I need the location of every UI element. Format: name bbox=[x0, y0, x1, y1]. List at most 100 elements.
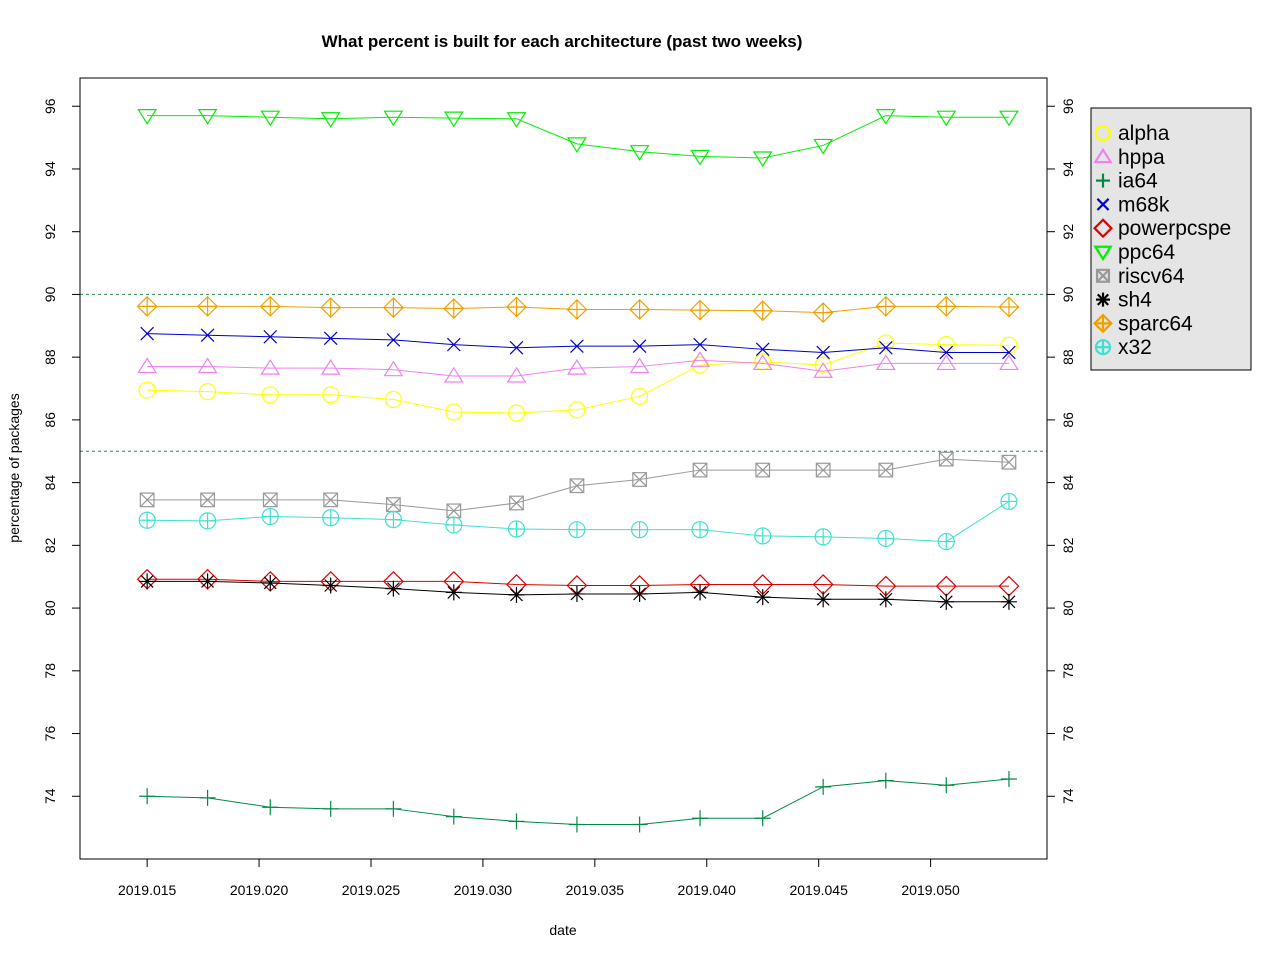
data-point bbox=[691, 521, 709, 539]
data-point bbox=[323, 331, 338, 346]
data-point bbox=[999, 354, 1019, 371]
data-point bbox=[506, 366, 527, 383]
data-point bbox=[877, 529, 895, 548]
series-sh4 bbox=[139, 573, 1017, 610]
y-tick-label-left: 80 bbox=[42, 600, 58, 616]
data-point bbox=[138, 511, 156, 529]
data-point bbox=[877, 772, 894, 789]
y-tick-label-left: 92 bbox=[42, 224, 58, 240]
legend-item-riscv64: riscv64 bbox=[1095, 265, 1185, 288]
data-point bbox=[507, 520, 526, 538]
data-point bbox=[506, 296, 527, 318]
data-point bbox=[567, 137, 587, 153]
data-point bbox=[199, 789, 216, 806]
y-tick-label-right: 76 bbox=[1060, 726, 1076, 742]
y-tick-label-right: 84 bbox=[1060, 475, 1076, 491]
data-point bbox=[570, 339, 584, 353]
data-point bbox=[260, 359, 281, 375]
data-point bbox=[386, 333, 401, 347]
plot-border bbox=[79, 77, 1048, 860]
data-point bbox=[938, 593, 955, 610]
y-tick-label-left: 78 bbox=[42, 663, 58, 679]
series-line-hppa bbox=[147, 359, 1009, 377]
legend-label: ia64 bbox=[1118, 170, 1158, 193]
series-sparc64 bbox=[136, 295, 1020, 324]
data-point bbox=[1001, 454, 1017, 470]
legend-item-m68k: m68k bbox=[1096, 193, 1170, 216]
y-axis-left: 74 76 78 80 82 84 86 88 90 92 94 96 bbox=[42, 98, 81, 804]
data-point bbox=[877, 334, 895, 352]
legend-label: sparc64 bbox=[1118, 312, 1193, 335]
series-line-ppc64 bbox=[147, 115, 1009, 159]
y-tick-label-right: 80 bbox=[1060, 600, 1076, 616]
data-point bbox=[508, 586, 525, 603]
data-point bbox=[632, 339, 647, 353]
x-tick-label: 2019.030 bbox=[454, 882, 513, 898]
data-point bbox=[197, 357, 218, 374]
data-point bbox=[752, 151, 773, 168]
legend-marker bbox=[1093, 245, 1113, 262]
data-point bbox=[261, 507, 279, 526]
data-point bbox=[631, 521, 649, 539]
data-point bbox=[813, 362, 834, 378]
legend-item-hppa: hppa bbox=[1093, 146, 1165, 169]
y-axis-right: 74 76 78 80 82 84 86 88 90 92 94 96 bbox=[1046, 98, 1076, 804]
data-point bbox=[200, 328, 215, 343]
series-line-powerpcspe bbox=[147, 578, 1009, 587]
data-point bbox=[385, 580, 402, 597]
data-point bbox=[383, 360, 404, 377]
data-point bbox=[506, 112, 527, 128]
data-point bbox=[261, 386, 279, 404]
data-point bbox=[567, 359, 587, 375]
x-axis: 2019.015 2019.020 2019.025 2019.030 2019.035… bbox=[118, 858, 960, 898]
data-point bbox=[259, 570, 281, 592]
data-point bbox=[1002, 345, 1016, 360]
data-point bbox=[263, 329, 278, 344]
data-point bbox=[137, 357, 158, 374]
y-tick-label-right: 82 bbox=[1060, 537, 1076, 553]
data-point bbox=[939, 345, 954, 360]
legend-marker bbox=[1093, 147, 1113, 164]
data-point bbox=[938, 777, 955, 794]
data-point bbox=[692, 584, 709, 601]
legend-marker bbox=[1093, 313, 1113, 334]
y-tick-label-right: 74 bbox=[1060, 788, 1076, 804]
legend-marker bbox=[1096, 173, 1110, 188]
legend-item-sh4: sh4 bbox=[1096, 289, 1152, 312]
legend-marker bbox=[1095, 268, 1111, 283]
data-point bbox=[443, 366, 464, 383]
series-x32 bbox=[138, 492, 1018, 551]
y-axis-label: percentage of packages bbox=[6, 393, 22, 542]
legend-item-ppc64: ppc64 bbox=[1093, 241, 1176, 264]
data-point bbox=[136, 295, 158, 317]
legend-marker bbox=[1096, 292, 1110, 307]
series-riscv64 bbox=[139, 451, 1017, 519]
data-point bbox=[692, 810, 709, 827]
y-tick-label-right: 96 bbox=[1060, 98, 1076, 114]
y-tick-label-left: 82 bbox=[42, 537, 58, 553]
legend: alphahppaia64m68kpowerpcspeppc64riscv64s… bbox=[1090, 107, 1252, 371]
data-point bbox=[445, 403, 463, 421]
legend-marker bbox=[1094, 124, 1112, 142]
y-tick-label-left: 76 bbox=[42, 726, 58, 742]
x-tick-label: 2019.020 bbox=[230, 882, 289, 898]
y-tick-label-left: 90 bbox=[42, 286, 58, 302]
data-point bbox=[814, 528, 832, 546]
data-point bbox=[568, 816, 585, 833]
data-point bbox=[382, 297, 404, 319]
legend-label: alpha bbox=[1118, 122, 1170, 145]
data-point bbox=[568, 585, 585, 602]
data-point bbox=[198, 512, 217, 530]
legend-item-powerpcspe: powerpcspe bbox=[1093, 217, 1231, 240]
data-point bbox=[197, 295, 219, 317]
chart-title: What percent is built for each architect… bbox=[322, 32, 803, 51]
data-point bbox=[754, 810, 771, 827]
data-point bbox=[629, 357, 650, 374]
data-point bbox=[323, 492, 339, 508]
legend-label: m68k bbox=[1118, 193, 1170, 216]
x-tick-label: 2019.050 bbox=[901, 882, 960, 898]
legend-item-x32: x32 bbox=[1094, 336, 1152, 359]
data-point bbox=[322, 800, 339, 817]
x-tick-label: 2019.025 bbox=[342, 882, 401, 898]
data-point bbox=[568, 401, 586, 419]
